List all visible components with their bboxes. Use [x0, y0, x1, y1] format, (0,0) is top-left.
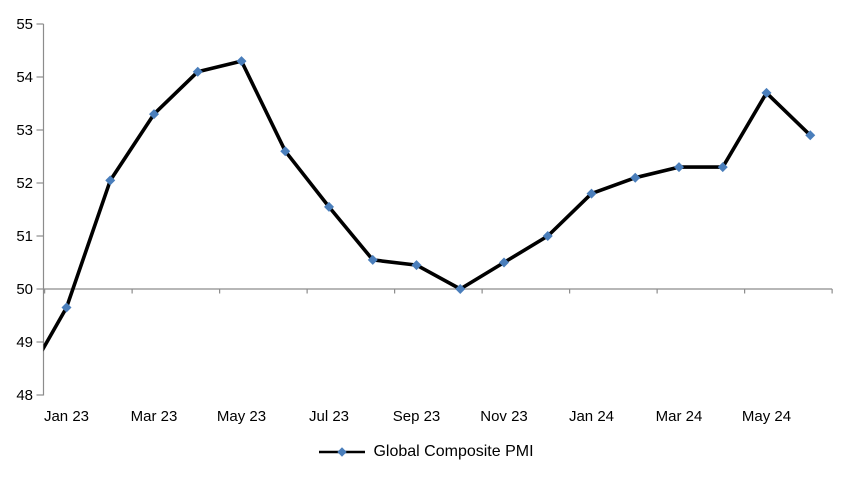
legend-key-icon	[319, 447, 366, 457]
legend-label: Global Composite PMI	[373, 443, 534, 460]
data-point-marker	[586, 188, 597, 199]
data-point-marker	[499, 257, 509, 268]
y-axis-label: 54	[16, 69, 33, 86]
legend: Global Composite PMI	[0, 440, 852, 464]
data-point-marker	[105, 175, 116, 186]
data-point-marker	[324, 201, 334, 212]
y-axis-label: 55	[16, 16, 33, 33]
y-axis-label: 49	[16, 334, 33, 351]
data-point-marker	[411, 260, 422, 271]
data-point-marker	[455, 284, 466, 294]
x-axis-label: Jan 23	[44, 408, 89, 425]
data-point-marker	[280, 146, 291, 157]
x-axis-label: May 24	[742, 408, 791, 425]
data-point-marker	[192, 66, 203, 77]
data-point-marker	[236, 56, 247, 67]
data-point-marker	[61, 302, 72, 313]
data-point-marker	[805, 130, 816, 141]
pmi-series-line	[43, 59, 813, 352]
data-point-marker	[149, 109, 159, 120]
x-axis-label: Mar 24	[656, 408, 703, 425]
data-point-marker	[630, 172, 641, 183]
x-axis-label: Nov 23	[480, 408, 528, 425]
data-point-marker	[717, 162, 728, 173]
data-point-marker	[367, 254, 378, 265]
x-axis-label: Jul 23	[309, 408, 349, 425]
data-point-marker	[761, 87, 772, 98]
data-point-marker	[542, 231, 553, 241]
y-axis-label: 53	[16, 122, 33, 139]
legend-diamond-marker-icon	[337, 447, 348, 457]
y-axis-label: 48	[16, 387, 33, 404]
y-axis-label: 52	[16, 175, 33, 192]
x-axis-label: Sep 23	[393, 408, 441, 425]
data-point-marker	[674, 162, 684, 173]
x-axis-label: Jan 24	[569, 408, 614, 425]
y-axis-label: 51	[16, 228, 33, 245]
y-axis-label: 50	[16, 281, 33, 298]
x-axis-label: Mar 23	[131, 408, 178, 425]
x-axis-label: May 23	[217, 408, 266, 425]
